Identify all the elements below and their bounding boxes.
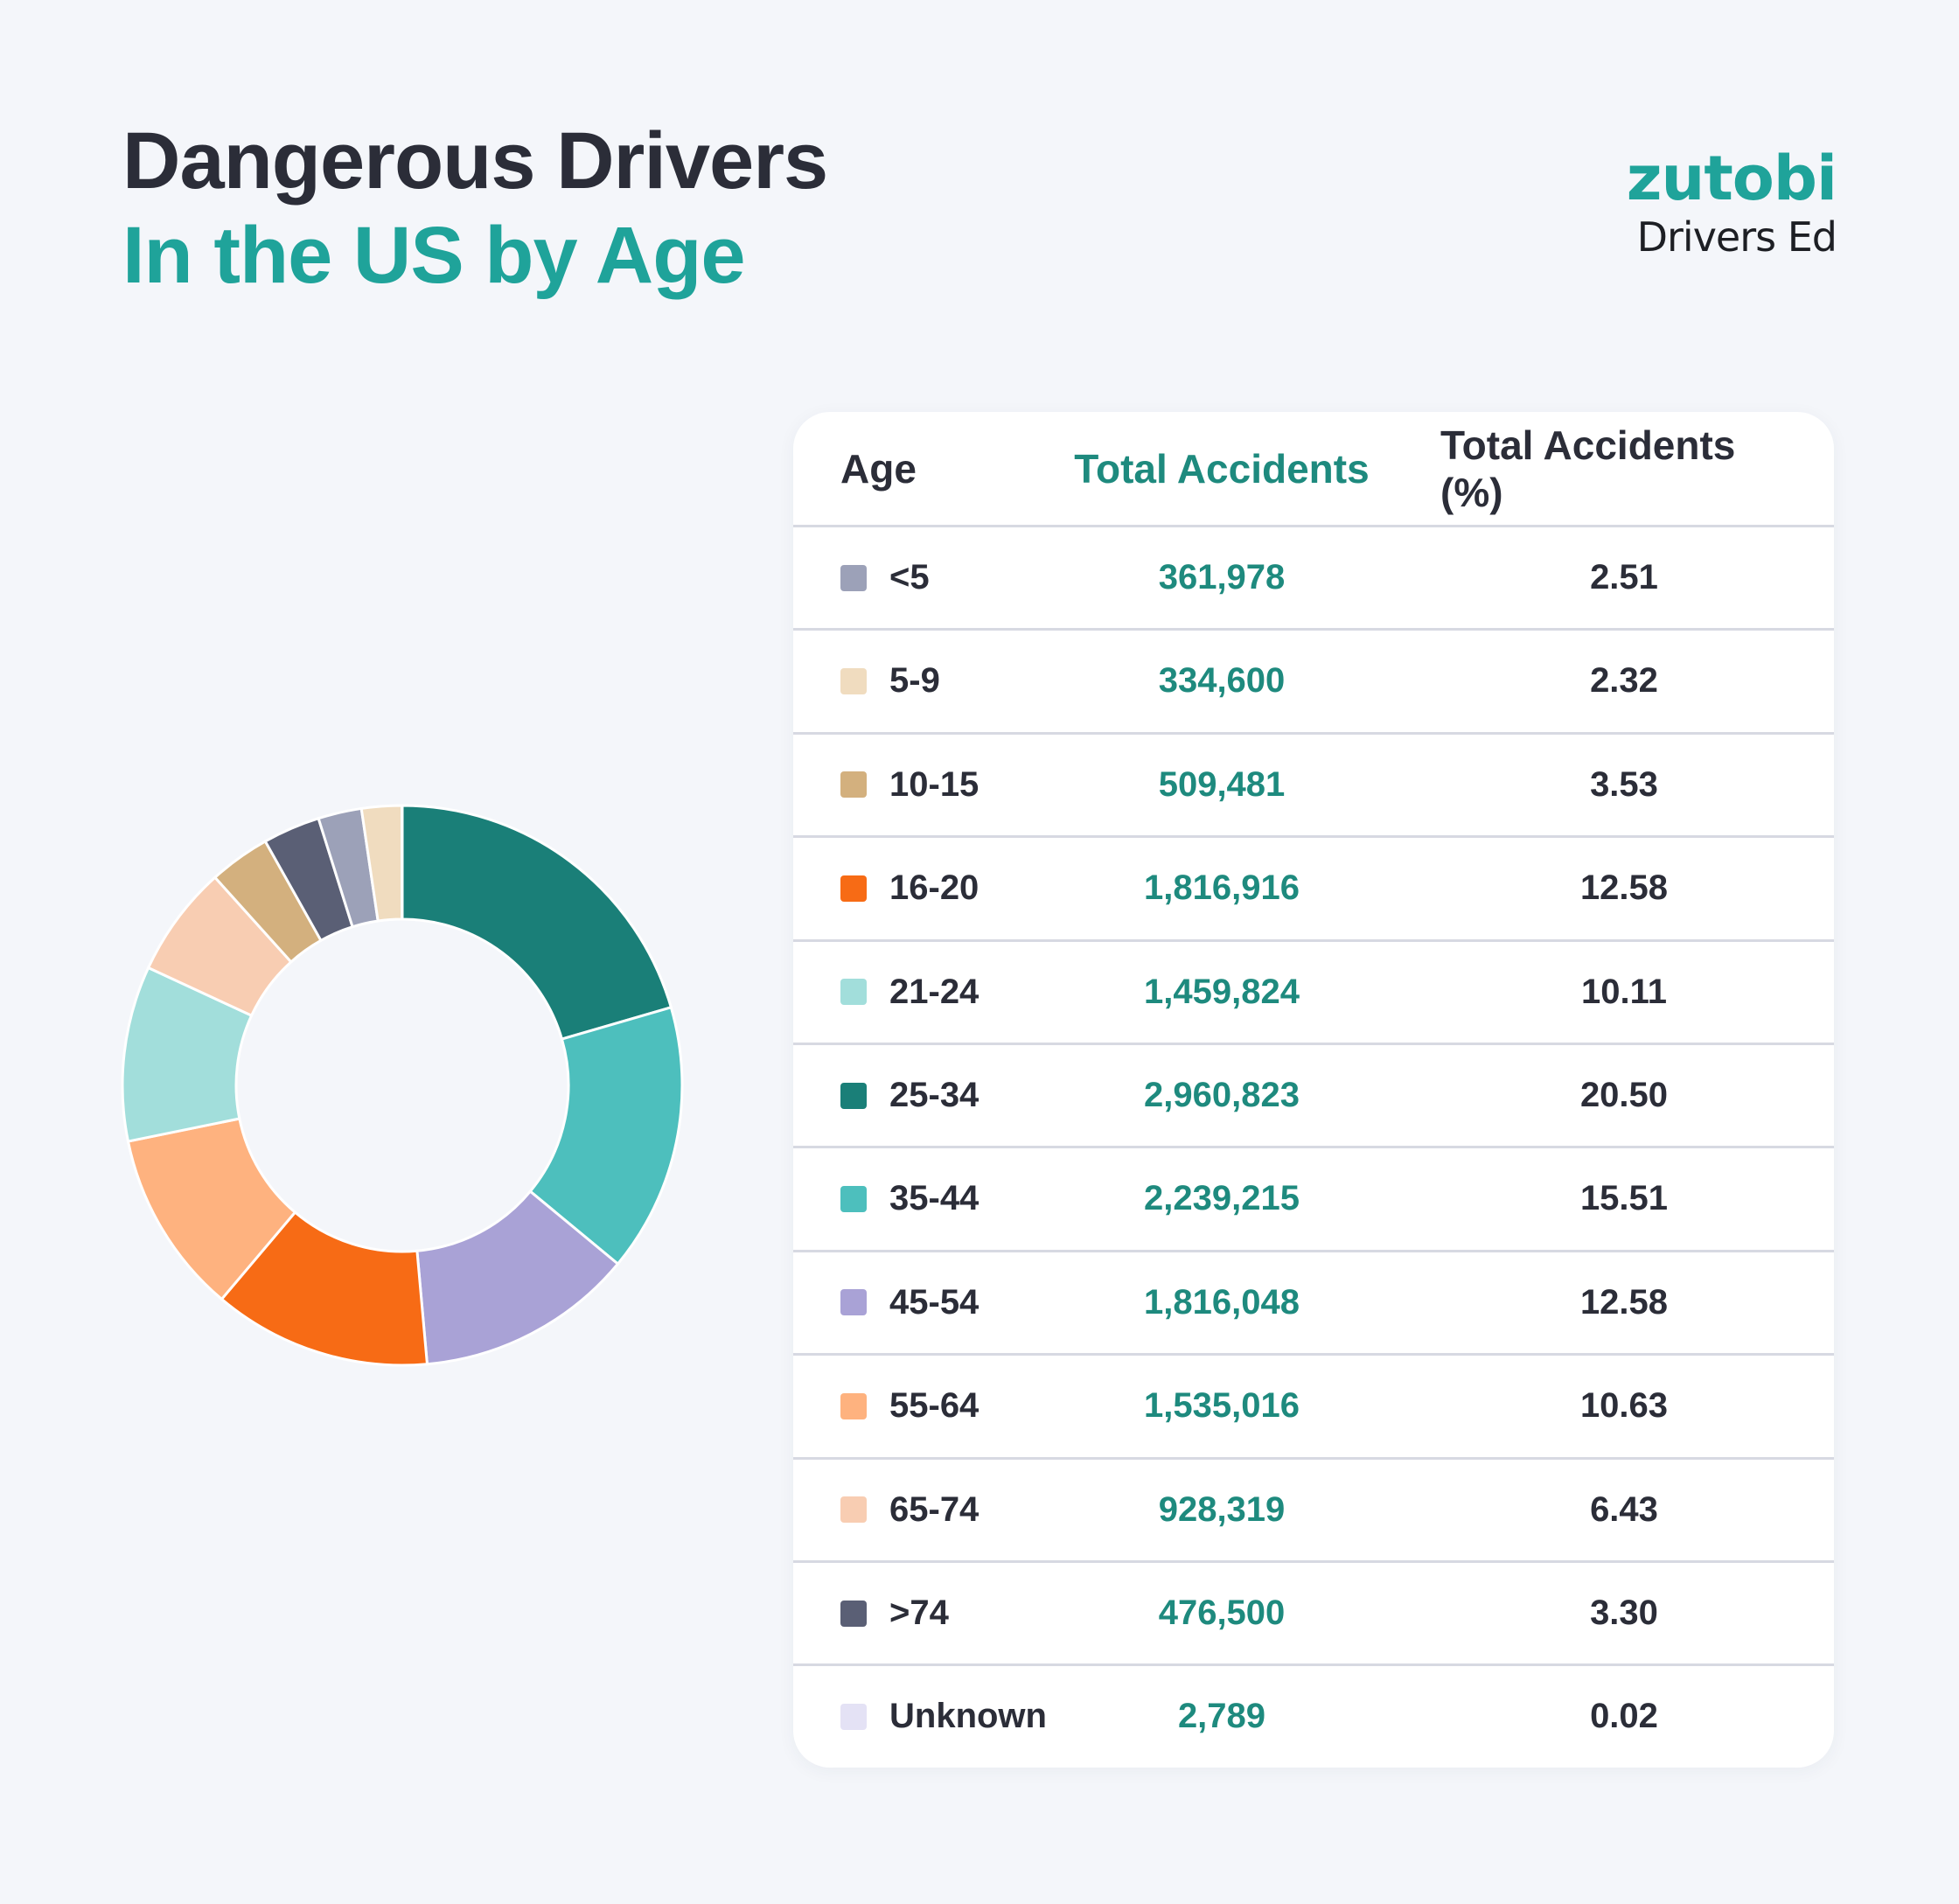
total-accidents-cell: 2,960,823 [1144,1076,1300,1114]
logo-tagline: Drivers Ed [1636,213,1837,261]
total-accidents-cell: 1,816,048 [1144,1282,1300,1322]
donut-slice-2534 [401,804,673,1041]
age-cell: 10-15 [840,735,979,835]
total-accidents-cell: 1,459,824 [1144,972,1300,1011]
age-cell: 16-20 [840,838,979,938]
age-label: 5-9 [889,661,940,701]
total-accidents-cell: 1,535,016 [1144,1386,1300,1426]
age-label: 45-54 [889,1282,979,1322]
table-row: 5-9 334,600 2.32 [793,628,1834,731]
header-total-accidents: Total Accidents [1074,445,1370,492]
legend-swatch [840,1703,867,1730]
legend-swatch [840,1082,867,1109]
table-row: 65-74 928,319 6.43 [793,1456,1834,1560]
percent-cell: 12.58 [1579,868,1669,908]
total-accidents-cell: 361,978 [1158,558,1286,596]
age-cell: <5 [840,527,930,628]
legend-swatch [840,1496,867,1524]
age-label: Unknown [889,1697,1047,1736]
legend-swatch [840,979,867,1006]
legend-swatch [840,1289,867,1316]
total-accidents-cell: 2,239,215 [1144,1179,1300,1218]
legend-swatch [840,667,867,694]
table-row: 10-15 509,481 3.53 [793,731,1834,835]
age-label: 55-64 [889,1386,979,1426]
age-cell: >74 [840,1563,949,1663]
percent-cell: 20.50 [1579,1076,1669,1114]
percent-cell: 2.51 [1590,558,1658,596]
table-row: 25-34 2,960,823 20.50 [793,1043,1834,1146]
data-table: Age Total Accidents Total Accidents (%) … [793,412,1834,1768]
age-cell: 25-34 [840,1045,979,1146]
header-total-accidents-percent: Total Accidents (%) [1440,422,1736,515]
age-cell: Unknown [840,1666,1047,1767]
percent-cell: 3.53 [1590,764,1658,804]
age-label: 35-44 [889,1179,979,1218]
age-cell: 65-74 [840,1460,979,1560]
percent-cell: 0.02 [1590,1697,1658,1736]
title-line-2: In the US by Age [122,211,746,300]
table-row: Unknown 2,789 0.02 [793,1663,1834,1767]
percent-cell: 3.30 [1590,1594,1658,1632]
percent-cell: 6.43 [1590,1489,1658,1529]
total-accidents-cell: 509,481 [1158,764,1286,804]
percent-cell: 2.32 [1590,661,1658,701]
percent-cell: 10.63 [1579,1386,1669,1426]
table-row: 55-64 1,535,016 10.63 [793,1353,1834,1456]
title-line-1: Dangerous Drivers [122,116,828,206]
legend-swatch [840,1392,867,1419]
table-row: 16-20 1,816,916 12.58 [793,835,1834,938]
percent-cell: 12.58 [1579,1282,1669,1322]
age-label: 21-24 [889,972,979,1011]
total-accidents-cell: 928,319 [1158,1489,1286,1529]
legend-swatch [840,564,867,591]
age-label: 65-74 [889,1489,979,1529]
zutobi-logo: zutobi Drivers Ed [1627,144,1837,262]
age-cell: 5-9 [840,631,940,731]
table-header: Age Total Accidents Total Accidents (%) [793,412,1834,525]
total-accidents-cell: 334,600 [1158,661,1286,701]
page-title: Dangerous Drivers In the US by Age [122,114,828,303]
age-label: >74 [889,1594,949,1632]
total-accidents-cell: 1,816,916 [1144,868,1300,908]
percent-cell: 15.51 [1579,1179,1669,1218]
logo-brand: zutobi [1626,143,1837,214]
table-row: >74 476,500 3.30 [793,1560,1834,1663]
donut-chart [121,804,684,1367]
legend-swatch [840,1185,867,1212]
legend-swatch [840,1600,867,1627]
age-label: 10-15 [889,764,979,804]
age-cell: 35-44 [840,1148,979,1249]
age-cell: 45-54 [840,1252,979,1353]
table-row: <5 361,978 2.51 [793,525,1834,628]
table-row: 21-24 1,459,824 10.11 [793,938,1834,1043]
age-cell: 21-24 [840,942,979,1043]
total-accidents-cell: 2,789 [1177,1697,1266,1736]
age-label: 16-20 [889,868,979,908]
legend-swatch [840,771,867,799]
age-label: 25-34 [889,1076,979,1114]
header-age: Age [840,445,917,492]
table-row: 45-54 1,816,048 12.58 [793,1249,1834,1353]
age-label: <5 [889,558,930,596]
percent-cell: 10.11 [1581,972,1667,1011]
table-row: 35-44 2,239,215 15.51 [793,1146,1834,1249]
legend-swatch [840,875,867,902]
total-accidents-cell: 476,500 [1158,1594,1286,1632]
age-cell: 55-64 [840,1356,979,1456]
